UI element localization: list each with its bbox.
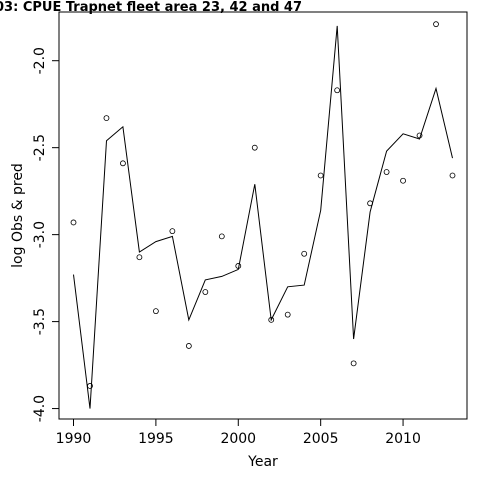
- observed-point: [334, 87, 341, 94]
- predicted-line: [73, 25, 453, 409]
- observed-point: [268, 316, 275, 323]
- x-tick-label: 2000: [220, 431, 256, 447]
- observed-point: [433, 21, 439, 28]
- x-tick-label: 2010: [385, 431, 421, 447]
- x-axis: 1990 1995 2000 2005 2010: [56, 418, 421, 447]
- observed-point: [152, 308, 159, 315]
- observed-series: [70, 21, 456, 389]
- y-tick-label: -4.0: [32, 395, 48, 422]
- observed-point: [284, 311, 291, 318]
- y-axis: -4.0 -3.5 -3.0 -2.5 -2.0: [32, 47, 60, 422]
- y-tick-label: -2.0: [32, 47, 48, 74]
- observed-point: [185, 343, 192, 349]
- observed-point: [120, 160, 126, 167]
- observed-point: [400, 177, 406, 184]
- x-tick-label: 1995: [138, 431, 174, 447]
- observed-point: [202, 289, 209, 295]
- observed-point: [169, 228, 176, 235]
- observed-point: [87, 383, 93, 389]
- observed-point: [383, 169, 390, 175]
- observed-point: [70, 219, 77, 226]
- observed-point: [416, 132, 423, 139]
- observed-point: [449, 172, 456, 179]
- x-tick-label: 2005: [303, 431, 339, 447]
- y-tick-label: -3.5: [32, 308, 48, 335]
- observed-point: [103, 115, 110, 121]
- observed-point: [367, 200, 374, 207]
- x-axis-label: Year: [247, 454, 278, 470]
- plot-frame: [58, 11, 468, 420]
- y-axis-label: log Obs & pred: [10, 163, 26, 268]
- y-tick-label: -3.0: [32, 221, 48, 248]
- x-tick-label: 1990: [56, 431, 92, 447]
- predicted-series: [73, 25, 453, 409]
- y-tick-label: -2.5: [32, 134, 48, 161]
- observed-point: [317, 172, 324, 179]
- observed-point: [218, 233, 225, 240]
- chart-title: 03: CPUE Trapnet fleet area 23, 42 and 4…: [0, 0, 302, 15]
- observed-point: [301, 250, 308, 257]
- observed-point: [251, 144, 258, 151]
- observed-point: [136, 254, 143, 261]
- observed-point: [235, 263, 242, 269]
- observed-point: [350, 360, 357, 367]
